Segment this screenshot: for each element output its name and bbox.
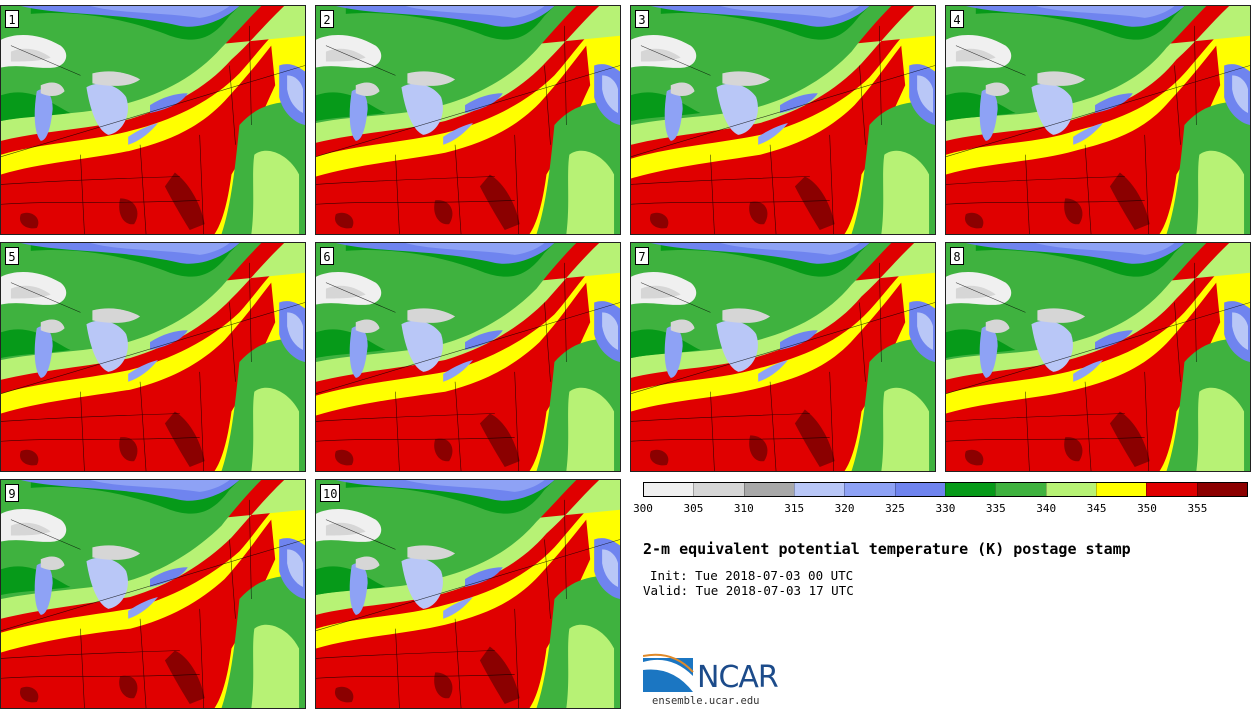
colorbar-tick: 325 [885,502,905,515]
colorbar-tick: 355 [1187,502,1208,515]
colorbar [643,482,1248,497]
colorbar-tick-labels: 300 305 310 315 320 325 330 335 340 345 … [633,502,1248,518]
colorbar-tick: 320 [834,502,855,515]
colorbar-swatch [1146,483,1197,496]
theta-e-map [631,6,935,234]
ensemble-member-panel[interactable]: 7 [630,242,936,472]
colorbar-tick: 310 [733,502,754,515]
member-number-label: 6 [320,247,334,265]
theta-e-map [946,243,1250,471]
member-number-label: 5 [5,247,19,265]
member-number-label: 7 [635,247,649,265]
colorbar-swatch [644,483,694,496]
colorbar-swatch [1095,483,1147,496]
ensemble-member-panel[interactable]: 2 [315,5,621,235]
member-number-label: 10 [320,484,341,502]
colorbar-swatch [693,483,744,496]
member-number-label: 3 [635,10,649,28]
colorbar-swatch [793,483,845,496]
ensemble-member-panel[interactable]: 4 [945,5,1251,235]
ensemble-url: ensemble.ucar.edu [652,695,760,707]
theta-e-map [946,6,1250,234]
colorbar-tick: 305 [683,502,704,515]
ensemble-member-panel[interactable]: 9 [0,479,306,709]
member-number-label: 9 [5,484,19,502]
colorbar-swatch [844,483,895,496]
colorbar-swatch [1196,483,1247,496]
theta-e-map [1,243,305,471]
colorbar-tick: 330 [935,502,956,515]
member-number-label: 1 [5,10,19,28]
member-number-label: 8 [950,247,964,265]
ensemble-member-panel[interactable]: 10 [315,479,621,709]
colorbar-swatch [1045,483,1096,496]
colorbar-tick: 350 [1137,502,1157,515]
valid-time: Valid: Tue 2018-07-03 17 UTC [643,583,854,598]
ensemble-member-panel[interactable]: 8 [945,242,1251,472]
colorbar-tick: 340 [1036,502,1057,515]
theta-e-map [316,480,620,708]
ensemble-member-panel[interactable]: 3 [630,5,936,235]
member-number-label: 4 [950,10,964,28]
theta-e-map [631,243,935,471]
colorbar-tick: 345 [1086,502,1107,515]
ncar-wordmark: NCAR [697,660,779,695]
theta-e-map [316,6,620,234]
ensemble-member-panel[interactable]: 6 [315,242,621,472]
theta-e-map [1,6,305,234]
colorbar-swatch [995,483,1046,496]
ncar-logo-icon [643,653,695,692]
ensemble-member-panel[interactable]: 5 [0,242,306,472]
theta-e-map [316,243,620,471]
colorbar-swatch [944,483,996,496]
colorbar-tick: 300 [633,502,653,515]
plot-title: 2-m equivalent potential temperature (K)… [643,540,1131,558]
member-number-label: 2 [320,10,334,28]
theta-e-map [1,480,305,708]
colorbar-swatch [743,483,794,496]
colorbar-swatch [894,483,945,496]
colorbar-tick: 335 [985,502,1006,515]
colorbar-tick: 315 [784,502,805,515]
ensemble-member-panel[interactable]: 1 [0,5,306,235]
init-time: Init: Tue 2018-07-03 00 UTC [650,568,854,583]
